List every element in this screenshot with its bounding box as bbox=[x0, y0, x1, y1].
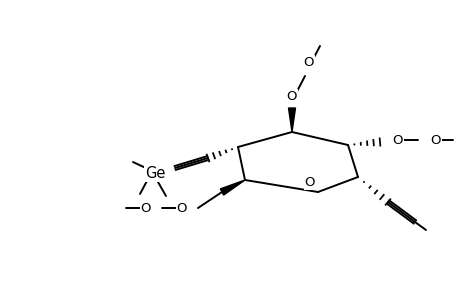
Text: O: O bbox=[430, 134, 440, 146]
Text: O: O bbox=[303, 56, 313, 68]
Text: O: O bbox=[304, 176, 314, 190]
Text: O: O bbox=[286, 89, 297, 103]
Text: O: O bbox=[176, 202, 187, 214]
Text: O: O bbox=[392, 134, 403, 146]
Text: O: O bbox=[140, 202, 151, 214]
Polygon shape bbox=[220, 180, 245, 195]
Text: Ge: Ge bbox=[145, 167, 165, 182]
Polygon shape bbox=[288, 108, 295, 132]
